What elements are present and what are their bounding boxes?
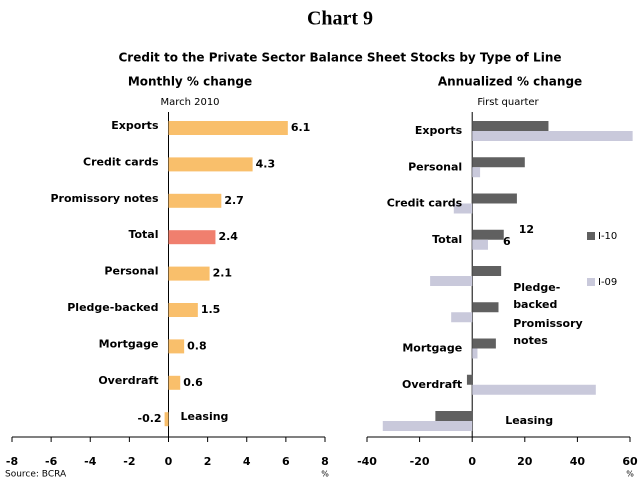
- x-tick-label: 4: [243, 455, 251, 468]
- value-label: 4.3: [256, 157, 276, 170]
- x-tick-label: 2: [204, 455, 212, 468]
- panel-title: Annualized % change: [438, 75, 582, 89]
- value-label: 6: [503, 235, 511, 248]
- legend-label: I-10: [598, 231, 617, 242]
- bar: [168, 339, 185, 354]
- page-subtitle: Credit to the Private Sector Balance She…: [118, 51, 561, 65]
- bar: [472, 229, 504, 240]
- bar: [472, 167, 481, 178]
- legend-swatch: [587, 232, 595, 240]
- value-label: 2.4: [218, 230, 238, 243]
- value-label: 1.5: [201, 303, 221, 316]
- bar: [168, 121, 288, 135]
- x-tick-label: -4: [84, 455, 97, 468]
- bar: [382, 421, 473, 431]
- x-tick-label: 8: [321, 455, 329, 468]
- value-label: 0.6: [183, 376, 203, 389]
- x-tick-label: -40: [357, 455, 377, 468]
- bar: [472, 193, 517, 204]
- value-label: 0.8: [187, 339, 207, 352]
- panel-subtitle: First quarter: [477, 97, 539, 108]
- category-label: Exports: [415, 124, 463, 137]
- value-label: 12: [519, 223, 534, 236]
- x-tick-label: 6: [282, 455, 290, 468]
- bar: [472, 384, 596, 395]
- x-tick-label: -8: [6, 455, 18, 468]
- bar: [472, 348, 478, 359]
- bar: [453, 203, 473, 214]
- legend-label: I-09: [598, 277, 617, 288]
- x-tick-label: -6: [45, 455, 58, 468]
- source: Source: BCRA: [5, 470, 67, 479]
- bar: [168, 230, 216, 245]
- category-label: Mortgage: [402, 342, 462, 355]
- x-tick-label: -20: [410, 455, 430, 468]
- category-label: Overdraft: [402, 378, 462, 391]
- category-label: Overdraft: [98, 374, 158, 387]
- x-tick-label: 40: [570, 455, 586, 468]
- category-label: Total: [432, 233, 462, 246]
- category-label: Credit cards: [387, 197, 463, 210]
- category-label: Personal: [104, 265, 158, 278]
- bar: [472, 157, 525, 168]
- panel-title: Monthly % change: [128, 75, 252, 89]
- panel-subtitle: March 2010: [160, 97, 219, 108]
- category-label: Pledge-backed: [67, 301, 158, 314]
- value-label: 2.7: [224, 194, 244, 207]
- category-label: Leasing: [181, 410, 229, 423]
- x-axis-label: %: [321, 470, 329, 479]
- bar: [168, 303, 198, 317]
- category-label: Promissory notes: [50, 192, 158, 205]
- value-label: 6.1: [291, 121, 311, 134]
- bar: [472, 338, 496, 349]
- category-label: Pledge-backed: [513, 281, 561, 311]
- bar: [472, 121, 549, 131]
- x-tick-label: 0: [165, 455, 173, 468]
- value-label: -0.2: [138, 412, 162, 425]
- bar: [472, 302, 499, 313]
- bar: [472, 239, 488, 250]
- legend-swatch: [587, 278, 595, 286]
- category-label: Credit cards: [83, 155, 159, 168]
- bar: [435, 411, 473, 421]
- bar: [168, 266, 210, 281]
- x-tick-label: 0: [468, 455, 476, 468]
- bar: [451, 312, 473, 323]
- bar: [466, 374, 473, 385]
- x-tick-label: 60: [622, 455, 638, 468]
- bar: [164, 412, 169, 427]
- x-tick-label: 20: [517, 455, 533, 468]
- bar: [472, 266, 502, 276]
- bar: [168, 375, 181, 390]
- category-label: Promissory notes: [513, 317, 583, 348]
- category-label: Total: [128, 228, 158, 241]
- value-label: 2.1: [213, 267, 233, 280]
- category-label: Exports: [111, 119, 159, 132]
- x-axis-label: %: [626, 470, 634, 479]
- bar: [168, 157, 253, 172]
- category-label: Mortgage: [99, 337, 159, 350]
- bar: [430, 276, 473, 286]
- bar: [472, 131, 633, 141]
- category-label: Leasing: [505, 414, 553, 427]
- page-title: Chart 9: [307, 8, 373, 30]
- x-tick-label: -2: [123, 455, 135, 468]
- category-label: Personal: [408, 160, 462, 173]
- bar: [168, 193, 222, 208]
